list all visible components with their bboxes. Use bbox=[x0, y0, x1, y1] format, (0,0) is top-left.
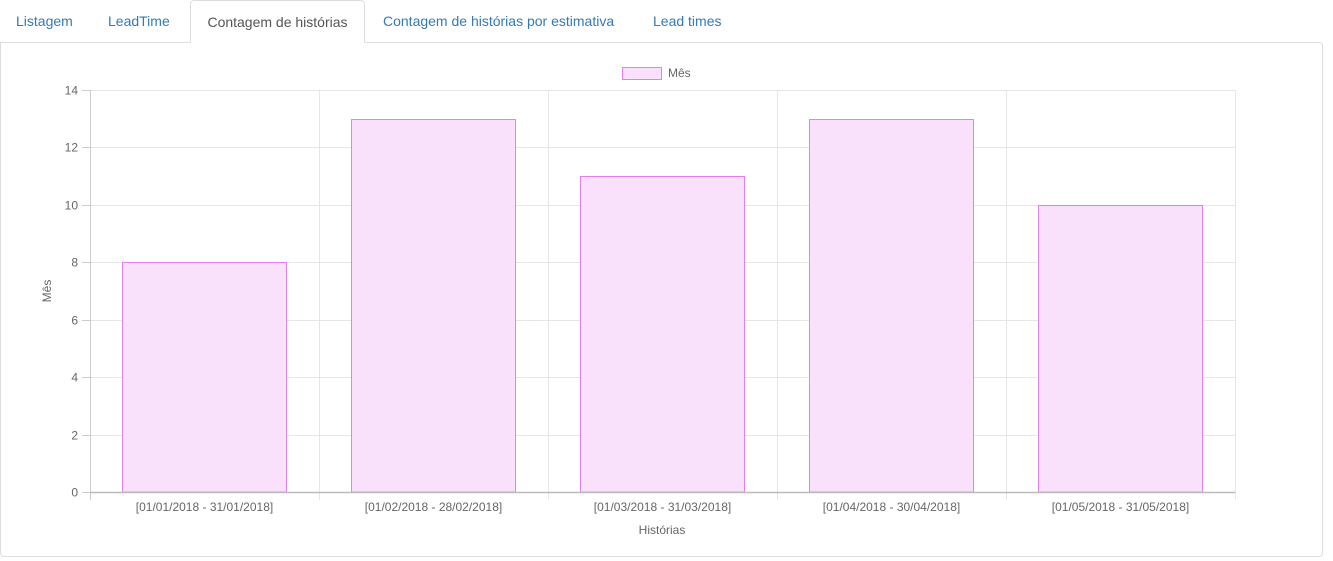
y-tick-label: 14 bbox=[65, 84, 79, 98]
bar[interactable] bbox=[1038, 205, 1203, 493]
tab-contagem-por-estimativa[interactable]: Contagem de histórias por estimativa bbox=[383, 13, 615, 29]
bar[interactable] bbox=[809, 119, 974, 493]
tab-listagem[interactable]: Listagem bbox=[16, 13, 73, 29]
x-axis-label: Histórias bbox=[639, 523, 686, 537]
tab-bar: Listagem LeadTime Contagem de histórias … bbox=[0, 0, 1333, 43]
x-tick-label: [01/04/2018 - 30/04/2018] bbox=[823, 500, 960, 514]
x-tick-label: [01/02/2018 - 28/02/2018] bbox=[365, 500, 502, 514]
legend-swatch bbox=[622, 67, 662, 80]
bar[interactable] bbox=[580, 176, 745, 493]
x-tick-labels: [01/01/2018 - 31/01/2018] [01/02/2018 - 2… bbox=[136, 500, 1189, 514]
bar[interactable] bbox=[122, 262, 287, 493]
y-tick-label: 10 bbox=[65, 199, 79, 213]
y-tick-label: 8 bbox=[71, 256, 78, 270]
y-tick-labels: 0 2 4 6 8 10 12 14 bbox=[65, 84, 79, 500]
axes bbox=[82, 90, 1235, 500]
y-tick-label: 6 bbox=[71, 314, 78, 328]
y-tick-label: 4 bbox=[71, 371, 78, 385]
tab-contagem-de-historias[interactable]: Contagem de histórias bbox=[190, 0, 365, 43]
x-tick-label: [01/05/2018 - 31/05/2018] bbox=[1052, 500, 1189, 514]
legend[interactable]: Mês bbox=[622, 66, 691, 80]
bar[interactable] bbox=[351, 119, 516, 493]
x-tick-label: [01/01/2018 - 31/01/2018] bbox=[136, 500, 273, 514]
y-tick-label: 12 bbox=[65, 141, 79, 155]
y-tick-label: 0 bbox=[71, 486, 78, 500]
legend-label: Mês bbox=[668, 66, 691, 80]
tab-leadtime[interactable]: LeadTime bbox=[108, 13, 170, 29]
y-tick-label: 2 bbox=[71, 429, 78, 443]
y-axis-label: Mês bbox=[40, 280, 54, 303]
tab-lead-times[interactable]: Lead times bbox=[653, 13, 722, 29]
x-tick-label: [01/03/2018 - 31/03/2018] bbox=[594, 500, 731, 514]
bars bbox=[122, 119, 1203, 493]
